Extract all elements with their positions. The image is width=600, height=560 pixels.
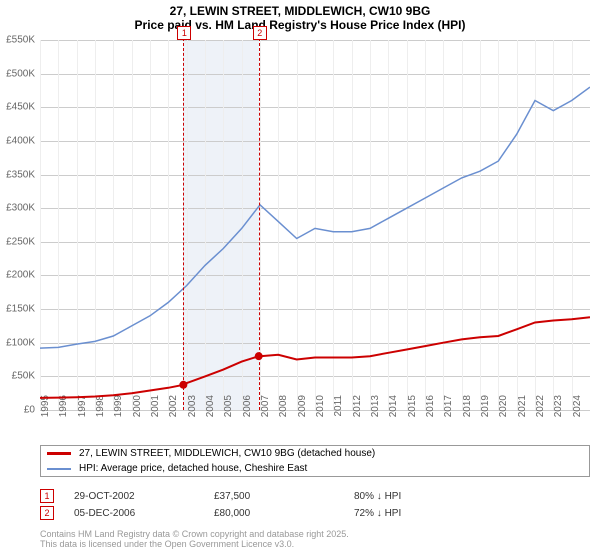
marker-line xyxy=(259,28,260,410)
y-axis-label: £50K xyxy=(0,371,35,382)
chart-svg xyxy=(40,40,590,410)
tx-diff: 80% ↓ HPI xyxy=(354,491,494,502)
tx-price: £37,500 xyxy=(214,491,354,502)
copyright-line1: Contains HM Land Registry data © Crown c… xyxy=(40,529,349,539)
legend-item: 27, LEWIN STREET, MIDDLEWICH, CW10 9BG (… xyxy=(41,446,589,461)
y-axis-label: £100K xyxy=(0,337,35,348)
series-line-price_paid xyxy=(40,317,590,398)
marker-box: 2 xyxy=(40,506,54,520)
y-axis-label: £500K xyxy=(0,68,35,79)
copyright-notice: Contains HM Land Registry data © Crown c… xyxy=(40,529,349,549)
y-axis-label: £350K xyxy=(0,169,35,180)
legend-label: 27, LEWIN STREET, MIDDLEWICH, CW10 9BG (… xyxy=(79,448,375,459)
legend: 27, LEWIN STREET, MIDDLEWICH, CW10 9BG (… xyxy=(40,445,590,477)
marker-box: 2 xyxy=(253,26,267,40)
title-line1: 27, LEWIN STREET, MIDDLEWICH, CW10 9BG xyxy=(0,0,600,18)
transaction-table: 1 29-OCT-2002£37,50080% ↓ HPI 2 05-DEC-2006… xyxy=(40,486,494,523)
y-axis-label: £550K xyxy=(0,35,35,46)
tx-date: 05-DEC-2006 xyxy=(74,508,214,519)
y-axis-label: £300K xyxy=(0,203,35,214)
legend-item: HPI: Average price, detached house, Ches… xyxy=(41,461,589,476)
tx-diff: 72% ↓ HPI xyxy=(354,508,494,519)
series-line-hpi xyxy=(40,87,590,348)
legend-swatch xyxy=(47,452,71,455)
y-axis-label: £250K xyxy=(0,236,35,247)
tx-price: £80,000 xyxy=(214,508,354,519)
marker-box: 1 xyxy=(177,26,191,40)
y-axis-label: £450K xyxy=(0,102,35,113)
legend-swatch xyxy=(47,468,71,470)
y-axis-label: £200K xyxy=(0,270,35,281)
tx-date: 29-OCT-2002 xyxy=(74,491,214,502)
title-line2: Price paid vs. HM Land Registry's House … xyxy=(0,18,600,36)
transaction-row: 2 05-DEC-2006£80,00072% ↓ HPI xyxy=(40,506,494,520)
chart-container: 27, LEWIN STREET, MIDDLEWICH, CW10 9BG P… xyxy=(0,0,600,560)
y-axis-label: £150K xyxy=(0,304,35,315)
marker-line xyxy=(183,28,184,410)
y-axis-label: £0 xyxy=(0,405,35,416)
chart-plot-area: £0£50K£100K£150K£200K£250K£300K£350K£400… xyxy=(40,40,590,410)
y-axis-label: £400K xyxy=(0,135,35,146)
transaction-row: 1 29-OCT-2002£37,50080% ↓ HPI xyxy=(40,489,494,503)
copyright-line2: This data is licensed under the Open Gov… xyxy=(40,539,349,549)
marker-box: 1 xyxy=(40,489,54,503)
legend-label: HPI: Average price, detached house, Ches… xyxy=(79,463,307,474)
